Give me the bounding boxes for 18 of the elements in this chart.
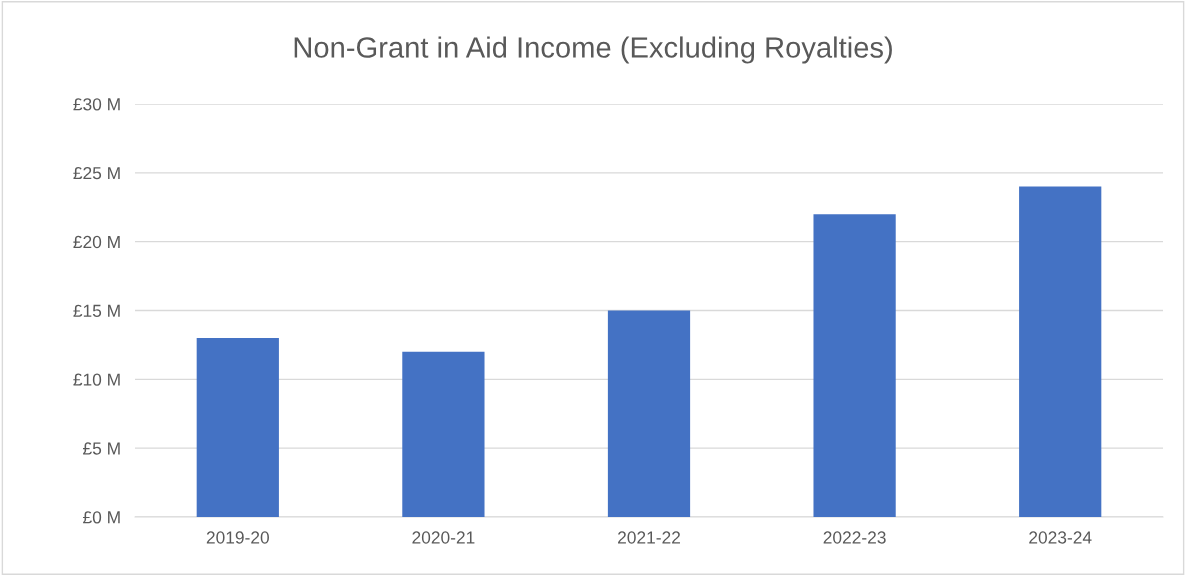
- x-tick-label: 2023-24: [1029, 531, 1092, 544]
- bar: [1019, 186, 1102, 517]
- y-tick-label: £20 M: [73, 235, 120, 249]
- x-tick-label: 2022-23: [823, 531, 886, 544]
- x-tick-label: 2021-22: [618, 531, 680, 544]
- y-tick-label: £10 M: [73, 373, 120, 386]
- y-tick-label: £30 M: [73, 98, 120, 111]
- y-tick-label: £15 M: [73, 304, 120, 317]
- x-tick-label: 2020-21: [412, 531, 475, 544]
- bar: [196, 338, 279, 517]
- x-tick-label: 2019-20: [206, 531, 269, 544]
- chart-title: Non-Grant in Aid Income (Excluding Royalties): [294, 36, 892, 64]
- bar: [402, 351, 485, 517]
- bar: [813, 214, 896, 517]
- y-tick-label: £0 M: [83, 511, 120, 524]
- y-tick-label: £5 M: [83, 442, 120, 455]
- bar: [607, 310, 691, 517]
- y-tick-label: £25 M: [73, 167, 120, 180]
